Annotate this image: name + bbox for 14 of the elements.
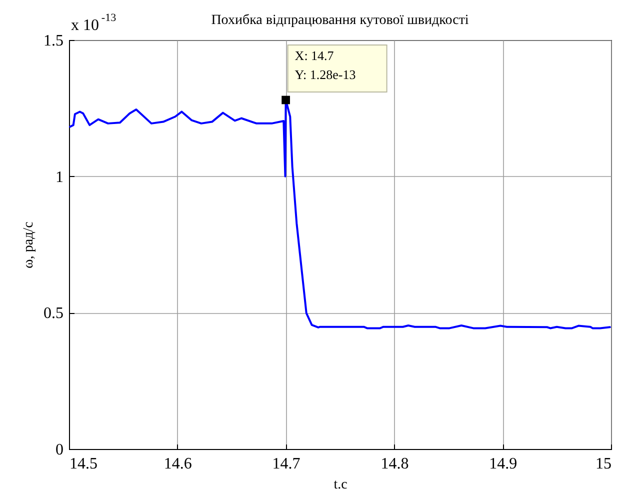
y-tick-label: 0 — [56, 442, 64, 458]
annotation: X: 14.7 Y: 1.28e-13 — [294, 48, 356, 82]
y-tick-label: 1 — [56, 168, 64, 186]
x-tick-label: 14.7 — [272, 456, 300, 472]
x-tick-label: 14.9 — [489, 456, 518, 472]
y-tick-label: 1.5 — [44, 32, 64, 50]
x-tick-label: 14.5 — [70, 456, 98, 472]
x-tick-label: 15 — [596, 456, 612, 472]
x-tick-label: 14.8 — [380, 456, 409, 472]
y-tick-label: 0.5 — [44, 305, 64, 322]
x-axis-title: t.c — [334, 478, 348, 491]
x-tick-label: 14.6 — [164, 456, 192, 472]
chart-title: Похибка відпрацювання кутової швидкості — [211, 13, 469, 28]
y-axis-title: ω, рад/с — [22, 222, 36, 268]
